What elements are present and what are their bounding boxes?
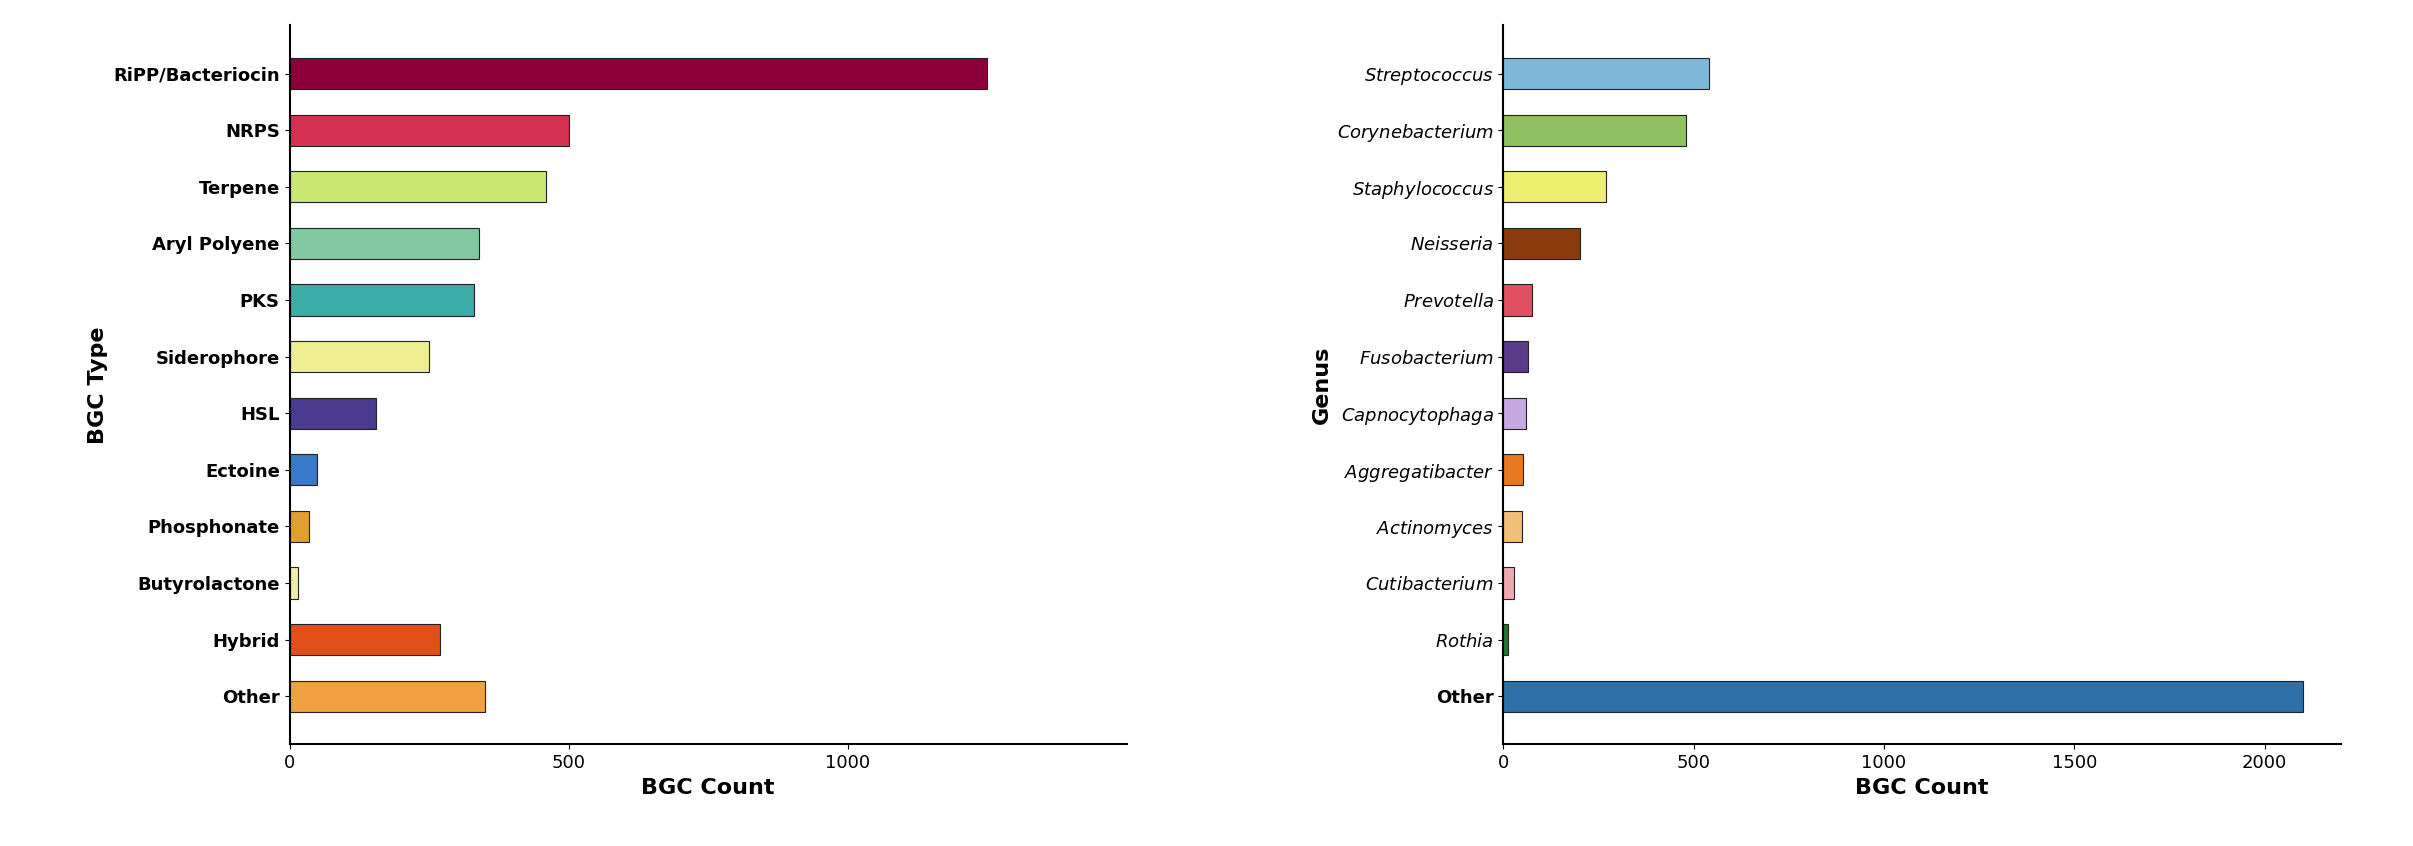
Bar	[290, 171, 545, 202]
X-axis label: BGC Count: BGC Count	[1856, 777, 1988, 798]
Bar	[1503, 228, 1581, 259]
Bar	[290, 681, 485, 711]
Bar	[290, 511, 309, 542]
Bar	[1503, 341, 1527, 372]
Bar	[1503, 681, 2302, 711]
X-axis label: BGC Count: BGC Count	[642, 777, 775, 798]
Bar	[290, 228, 480, 259]
Y-axis label: BGC Type: BGC Type	[87, 327, 109, 443]
Bar	[1503, 284, 1532, 316]
Bar	[290, 454, 319, 486]
Bar	[1503, 398, 1525, 429]
Bar	[1503, 171, 1607, 202]
Bar	[1503, 58, 1708, 89]
Bar	[290, 284, 473, 316]
Bar	[290, 115, 569, 146]
Bar	[1503, 454, 1523, 486]
Bar	[290, 398, 376, 429]
Bar	[1503, 568, 1513, 599]
Bar	[1503, 624, 1508, 655]
Y-axis label: Genus: Genus	[1310, 346, 1332, 424]
Bar	[1503, 511, 1523, 542]
Bar	[1503, 115, 1687, 146]
Bar	[290, 624, 439, 655]
Bar	[290, 341, 430, 372]
Bar	[290, 58, 987, 89]
Bar	[290, 568, 297, 599]
